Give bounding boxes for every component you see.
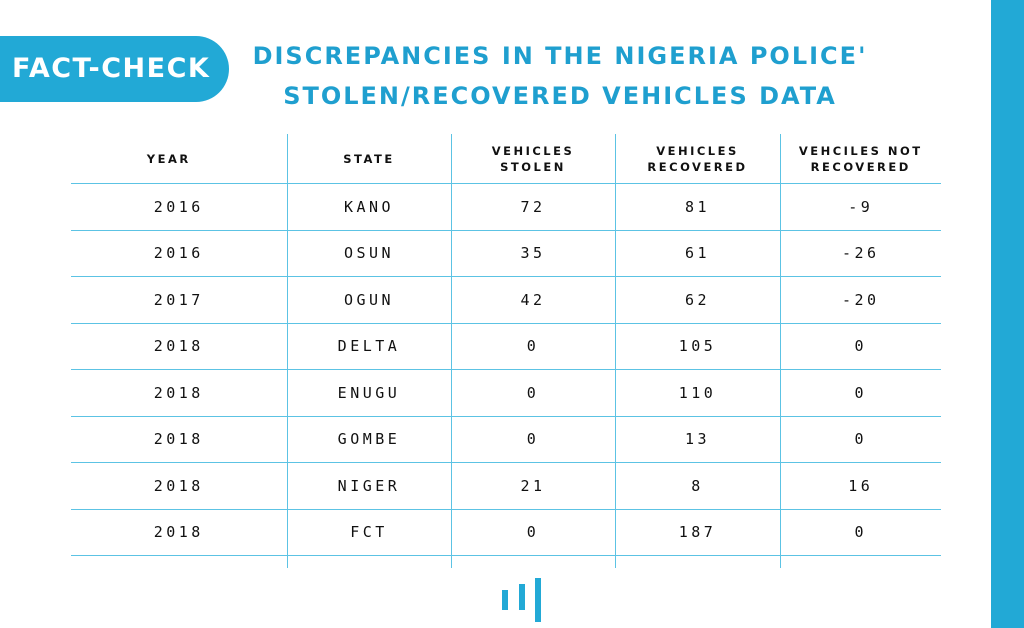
logo-bar-2 [519,584,525,610]
cell-year: 2018 [71,462,287,510]
cell-state: GOMBE [286,416,451,463]
cell-not-recovered: -20 [779,276,941,324]
cell-recovered: 8 [614,462,780,510]
page-title: DISCREPANCIES IN THE NIGERIA POLICE' STO… [230,36,890,116]
cell-not-recovered: 0 [779,416,941,463]
cell-not-recovered: -26 [779,230,941,277]
table-body: 2016 KANO 72 81 -9 2016 OSUN 35 61 -26 2017 OGUN 42 6… [71,183,941,569]
cell-recovered: 105 [614,323,780,370]
cell-not-recovered: 0 [779,369,941,417]
header-vehicles-recovered: VEHICLES RECOVERED [614,134,780,184]
cell-stolen: 0 [450,509,615,556]
table-tail-cell [614,555,780,568]
cell-state: KANO [286,183,451,231]
table-tail-cell [779,555,941,568]
vehicles-data-table: YEAR STATE VEHICLES STOLEN VEHICLES RECO… [71,134,941,568]
cell-not-recovered: 0 [779,323,941,370]
cell-state: OGUN [286,276,451,324]
header-state-label: STATE [343,151,395,166]
table-tail-row [71,555,941,569]
title-line-1: DISCREPANCIES IN THE NIGERIA POLICE' [252,42,868,70]
cell-state: DELTA [286,323,451,370]
header-vehicles-not-recovered: VEHCILES NOT RECOVERED [779,134,941,184]
table-row: 2018 NIGER 21 8 16 [71,462,941,510]
cell-year: 2018 [71,416,287,463]
table-row: 2016 OSUN 35 61 -26 [71,230,941,277]
title-line-2: STOLEN/RECOVERED VEHICLES DATA [283,82,837,110]
header-not-recovered-line-2: RECOVERED [810,159,911,174]
header-recovered-line-1: VEHICLES [656,143,739,158]
cell-not-recovered: 16 [779,462,941,510]
cell-stolen: 0 [450,416,615,463]
cell-state: ENUGU [286,369,451,417]
table-tail-cell [450,555,615,568]
table-tail-cell [71,556,287,569]
cell-recovered: 110 [614,369,780,417]
cell-year: 2016 [71,230,287,277]
table-row: 2018 ENUGU 0 110 0 [71,369,941,417]
cell-not-recovered: 0 [779,509,941,556]
header-year: YEAR [71,134,287,184]
header-stolen-line-1: VEHICLES [491,143,575,158]
cell-stolen: 21 [450,462,615,510]
cell-stolen: 42 [450,276,615,324]
right-accent-bar [991,0,1024,628]
cell-state: OSUN [286,230,451,277]
fact-check-badge: FACT-CHECK [0,36,229,102]
cell-stolen: 72 [450,183,615,231]
cell-year: 2018 [71,323,287,370]
cell-year: 2018 [71,369,287,417]
table-header-row: YEAR STATE VEHICLES STOLEN VEHICLES RECO… [71,134,941,184]
header-not-recovered-line-1: VEHCILES NOT [798,143,923,158]
table-row: 2016 KANO 72 81 -9 [71,183,941,231]
cell-stolen: 0 [450,323,615,370]
table-row: 2018 FCT 0 187 0 [71,509,941,556]
table-row: 2018 DELTA 0 105 0 [71,323,941,370]
cell-stolen: 0 [450,369,615,417]
cell-year: 2018 [71,509,287,556]
cell-recovered: 187 [614,509,780,556]
cell-recovered: 13 [614,416,780,463]
header-vehicles-stolen: VEHICLES STOLEN [450,134,615,184]
cell-recovered: 62 [614,276,780,324]
cell-not-recovered: -9 [779,183,941,231]
table-row: 2017 OGUN 42 62 -20 [71,276,941,324]
cell-state: NIGER [286,462,451,510]
cell-recovered: 61 [614,230,780,277]
header-state: STATE [286,134,451,184]
cell-stolen: 35 [450,230,615,277]
cell-year: 2016 [71,183,287,231]
logo-bar-1 [502,590,508,610]
cell-recovered: 81 [614,183,780,231]
header-year-label: YEAR [146,151,191,166]
logo-bar-3 [535,578,541,622]
cell-state: FCT [286,509,451,556]
cell-year: 2017 [71,276,287,324]
header-stolen-line-2: STOLEN [500,159,566,174]
table-tail-cell [286,555,451,568]
header-recovered-line-2: RECOVERED [647,159,748,174]
bar-logo-icon [502,578,541,622]
table-row: 2018 GOMBE 0 13 0 [71,416,941,463]
